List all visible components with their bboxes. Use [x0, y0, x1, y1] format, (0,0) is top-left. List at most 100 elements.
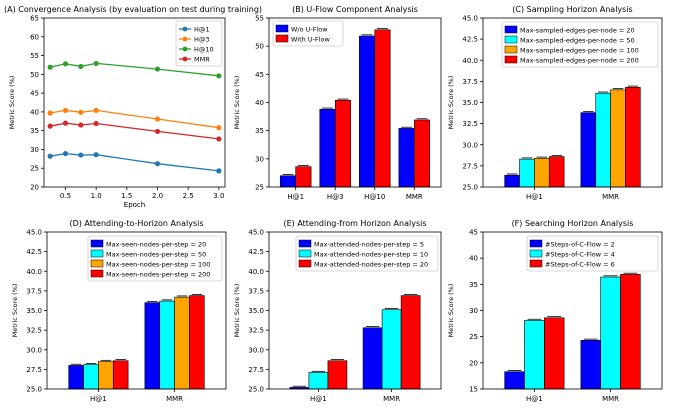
bar — [189, 295, 205, 390]
bar — [68, 365, 84, 390]
legend-label: Max-sampled-edges-per-node = 100 — [520, 47, 639, 55]
legend-box — [295, 235, 439, 272]
y-tick-label: 37.5 — [248, 287, 264, 295]
chart-title: (D) Attending-to-Horizon Analysis — [69, 219, 203, 228]
bar — [83, 364, 99, 390]
data-point — [154, 116, 161, 122]
y-tick-label: 27.5 — [462, 162, 478, 170]
y-tick-label: 40 — [30, 108, 39, 116]
legend-swatch — [90, 269, 104, 278]
plot-frame — [43, 17, 226, 188]
plot-frame — [482, 231, 663, 390]
plot-frame — [46, 231, 227, 390]
legend-box — [272, 20, 344, 47]
data-point — [93, 152, 99, 158]
x-tick-label: 3.0 — [213, 192, 224, 200]
panel-2: (C) Sampling Horizon Analysis 25.0 27.5 30.… — [447, 5, 663, 201]
legend-box — [175, 20, 223, 67]
bar — [580, 112, 597, 188]
legend-label: Max-sampled-edges-per-node = 50 — [520, 37, 635, 45]
bar — [359, 35, 376, 188]
legend-label: H@3 — [194, 36, 210, 44]
x-axis-label: Epoch — [124, 201, 145, 209]
x-tick-label: 1.0 — [91, 192, 102, 200]
bar — [295, 166, 312, 188]
y-tick-label: 65 — [30, 15, 39, 23]
bar — [400, 295, 421, 390]
bar — [174, 296, 190, 390]
y-tick-label: 40 — [255, 99, 264, 107]
y-tick-label: 50 — [30, 71, 39, 79]
series-line-0 — [49, 152, 219, 172]
category-label: H@1 — [310, 395, 327, 403]
panel-0: (A) Convergence Analysis (by evaluation … — [4, 5, 262, 209]
y-tick-label: 45 — [469, 229, 478, 237]
data-point — [47, 110, 53, 116]
legend-swatch — [90, 259, 104, 268]
y-tick-label: 20 — [469, 359, 478, 367]
category-label: MMR — [166, 395, 183, 403]
y-tick-label: 40.0 — [248, 268, 264, 276]
data-point — [78, 122, 84, 128]
bar — [398, 128, 415, 188]
legend-swatch — [529, 239, 543, 248]
bar — [98, 361, 114, 390]
legend-marker — [182, 36, 188, 42]
y-tick-label: 30 — [469, 307, 478, 315]
bar — [362, 327, 383, 390]
category-label: MMR — [383, 395, 400, 403]
y-tick-label: 60 — [30, 33, 39, 41]
y-tick-label: 55 — [255, 15, 264, 23]
y-axis-label: Metric Score (%) — [8, 76, 16, 130]
y-axis-label: Metric Score (%) — [447, 284, 455, 338]
legend-label: Max-seen-nodes-per-step = 20 — [106, 241, 206, 249]
data-point — [216, 125, 222, 131]
x-tick-label: 2.0 — [152, 192, 163, 200]
plot-frame — [482, 17, 663, 188]
plot-frame — [268, 17, 442, 188]
y-tick-label: 32.5 — [26, 327, 42, 335]
bar — [279, 175, 296, 188]
y-tick-label: 35.0 — [462, 99, 478, 107]
x-tick-label: 0.5 — [60, 192, 71, 200]
chart-title: (C) Sampling Horizon Analysis — [512, 5, 632, 14]
y-tick-label: 40.0 — [26, 268, 42, 276]
y-axis-label: Metric Score (%) — [233, 284, 241, 338]
legend-swatch — [529, 249, 543, 258]
panel-4: (E) Attending-from Horizon Analysis 25.0 2… — [233, 219, 442, 403]
y-tick-label: 45 — [255, 71, 264, 79]
data-point — [47, 64, 53, 70]
y-tick-label: 35.0 — [26, 307, 42, 315]
bar — [144, 302, 161, 390]
series-line-1 — [49, 109, 219, 129]
legend-box — [501, 21, 659, 68]
panel-1: (B) U-Flow Component Analysis 25 30 35 40 45 5… — [233, 5, 442, 201]
x-tick-label: 2.5 — [183, 192, 194, 200]
bar — [308, 372, 329, 390]
legend-label: #Steps-of-C-Flow = 2 — [545, 241, 615, 249]
legend-swatch — [275, 24, 289, 33]
chart-title: (E) Attending-from Horizon Analysis — [283, 219, 426, 228]
bar — [504, 371, 525, 390]
category-label: H@1 — [526, 395, 543, 403]
legend-swatch — [298, 259, 312, 268]
y-tick-label: 25.0 — [248, 386, 264, 394]
y-tick-label: 30.0 — [462, 141, 478, 149]
legend-swatch — [504, 55, 518, 64]
y-tick-label: 25 — [469, 333, 478, 341]
bar — [625, 86, 641, 188]
chart-title: (B) U-Flow Component Analysis — [292, 5, 418, 14]
bar — [600, 276, 621, 390]
bar — [524, 320, 545, 390]
data-point — [93, 107, 99, 113]
y-tick-label: 15 — [469, 386, 478, 394]
category-label: MMR — [602, 193, 619, 201]
data-point — [47, 153, 53, 159]
legend-label: H@10 — [194, 46, 214, 54]
data-point — [62, 61, 69, 67]
legend-swatch — [504, 25, 518, 34]
y-tick-label: 30 — [255, 155, 264, 163]
legend-label: With U-Flow — [291, 36, 330, 44]
bar — [319, 108, 336, 188]
